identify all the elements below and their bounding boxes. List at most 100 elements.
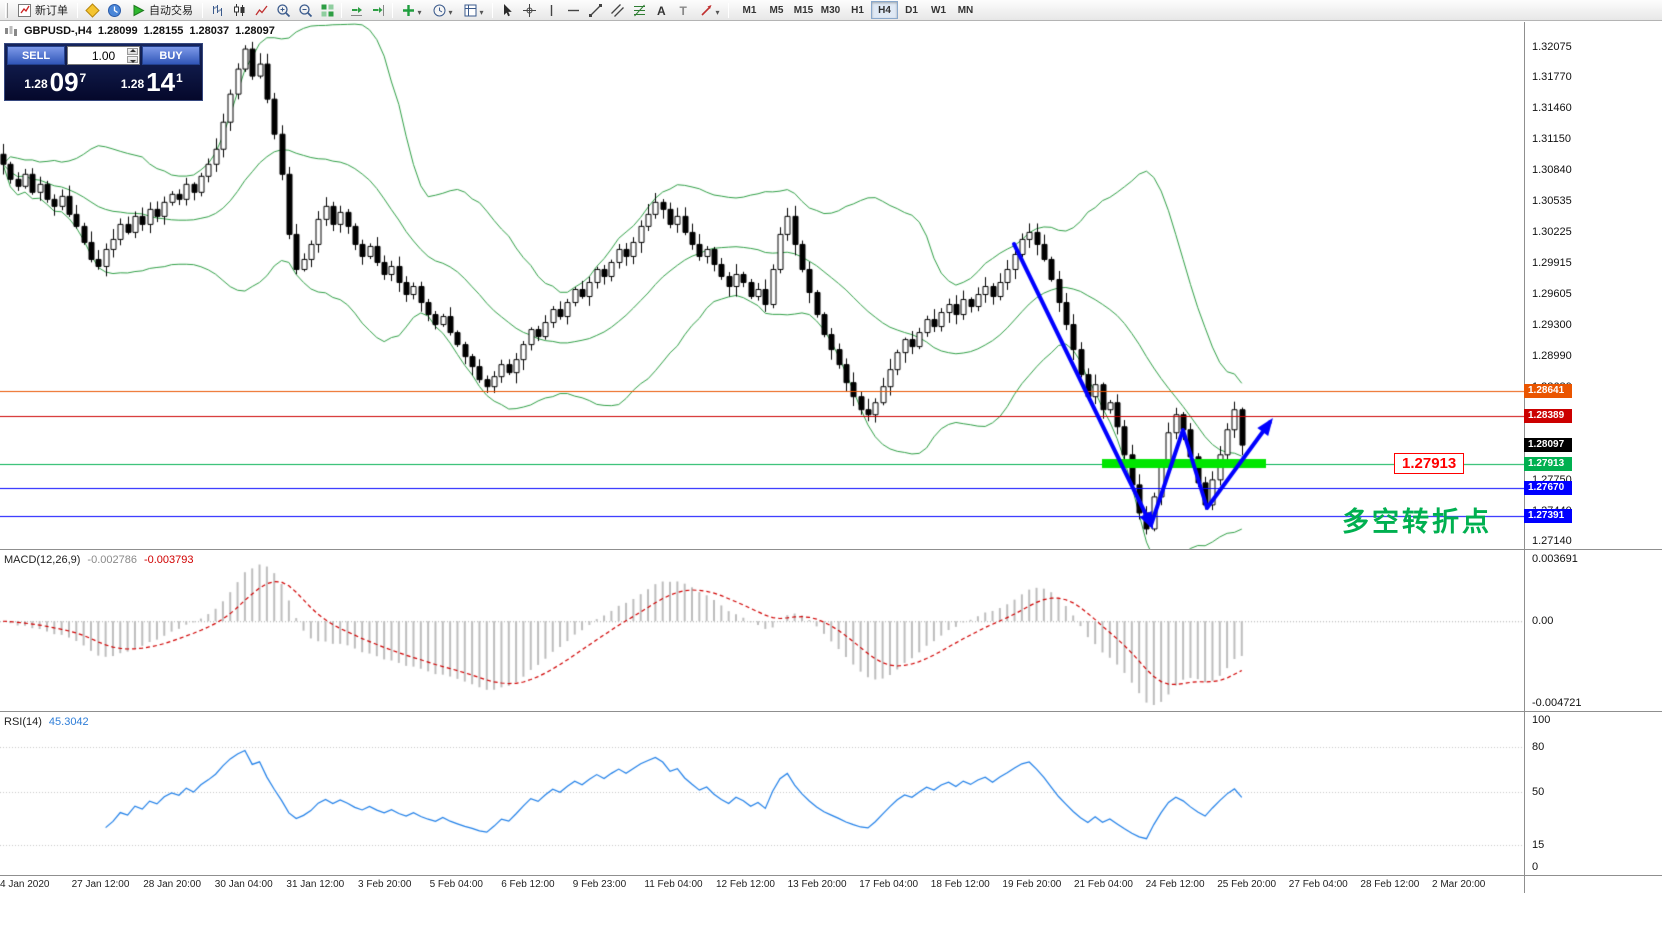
chart-window: GBPUSD-,H4 1.28099 1.28155 1.28037 1.280…: [0, 21, 1662, 944]
rsi-axis-label: 100: [1532, 714, 1551, 726]
tile-windows-icon: [321, 4, 333, 16]
panel-separator[interactable]: [0, 875, 1662, 876]
periods-button[interactable]: [427, 1, 458, 20]
arrows-button[interactable]: [694, 1, 725, 20]
toolbar-separator: [77, 2, 78, 18]
horizontal-line-icon: [567, 9, 579, 11]
macd-label: MACD(12,26,9) -0.002786 -0.003793: [4, 554, 194, 566]
line-chart-button[interactable]: [250, 1, 272, 20]
horizontal-line-button[interactable]: [562, 1, 584, 20]
label-button[interactable]: T: [672, 1, 694, 20]
svg-text:A: A: [657, 4, 666, 18]
fibonacci-button[interactable]: [628, 1, 650, 20]
volume-up-icon[interactable]: [127, 48, 138, 55]
autotrading-button[interactable]: 自动交易: [125, 1, 199, 20]
ohlc-close: 1.28097: [235, 25, 275, 37]
price-tick: 1.29300: [1532, 318, 1572, 331]
timeframe-m5[interactable]: M5: [763, 1, 790, 19]
zoom-in-button[interactable]: [272, 1, 294, 20]
rsi-axis-label: 80: [1532, 741, 1545, 753]
text-icon: A: [657, 4, 666, 18]
timeframe-m15[interactable]: M15: [790, 1, 817, 19]
crosshair-button[interactable]: [518, 1, 540, 20]
new-order-button[interactable]: 新订单: [11, 1, 74, 20]
timeframe-w1[interactable]: W1: [925, 1, 952, 19]
toolbar-grip[interactable]: [5, 2, 8, 18]
time-label: 28 Feb 12:00: [1360, 879, 1420, 890]
volume-input[interactable]: 1.00: [67, 46, 140, 65]
text-button[interactable]: A: [650, 1, 672, 20]
vertical-line-button[interactable]: [540, 1, 562, 20]
price-tag: 1.28389: [1524, 408, 1572, 423]
sell-button[interactable]: SELL: [7, 46, 65, 65]
auto-scroll-button[interactable]: [345, 1, 367, 20]
fibonacci-icon: [633, 4, 645, 16]
price-tick: 1.32075: [1532, 40, 1572, 53]
macd-name: MACD(12,26,9): [4, 554, 81, 566]
sell-price-point: 7: [79, 71, 87, 85]
toolbar-separator: [202, 2, 203, 18]
rsi-canvas[interactable]: [0, 713, 1524, 875]
templates-button[interactable]: [458, 1, 489, 20]
timeframe-h1[interactable]: H1: [844, 1, 871, 19]
panel-separator[interactable]: [0, 549, 1662, 550]
rsi-name: RSI(14): [4, 716, 42, 728]
time-axis[interactable]: 4 Jan 2020 27 Jan 12:00 28 Jan 20:00 30 Jan…: [0, 876, 1524, 893]
candlestick-chart-button[interactable]: [228, 1, 250, 20]
time-label: 13 Feb 20:00: [787, 879, 847, 890]
templates-icon: [464, 4, 477, 16]
trendline-button[interactable]: [584, 1, 606, 20]
ohlc-high: 1.28155: [143, 25, 184, 37]
channel-icon: [610, 3, 624, 17]
dropdown-caret-icon: [416, 3, 421, 18]
metaeditor-button[interactable]: [81, 1, 103, 20]
bar-chart-icon: [212, 4, 222, 16]
arrows-icon: [701, 4, 712, 16]
time-label: 31 Jan 12:00: [286, 879, 345, 890]
timeframe-d1[interactable]: D1: [898, 1, 925, 19]
bar-chart-button[interactable]: [206, 1, 228, 20]
main-chart-canvas[interactable]: [0, 22, 1524, 549]
market-watch-button[interactable]: [103, 1, 125, 20]
timeframe-mn[interactable]: MN: [952, 1, 979, 19]
macd-canvas[interactable]: [0, 551, 1524, 711]
timeframes-toolbar: M1 M5 M15 M30 H1 H4 D1 W1 MN: [736, 1, 979, 19]
new-order-icon: [18, 3, 31, 17]
time-label: 19 Feb 20:00: [1002, 879, 1062, 890]
toolbar-separator: [492, 2, 493, 18]
timeframe-m1[interactable]: M1: [736, 1, 763, 19]
price-tag: 1.27391: [1524, 508, 1572, 523]
volume-down-icon[interactable]: [127, 56, 138, 63]
timeframe-h4[interactable]: H4: [871, 1, 898, 19]
autotrade-play-icon: [133, 4, 145, 16]
metaeditor-icon: [84, 2, 100, 18]
panel-separator[interactable]: [0, 711, 1662, 712]
sell-price-base: 1.28: [24, 77, 48, 91]
price-flag-annotation[interactable]: 1.27913: [1394, 453, 1465, 474]
price-tag: 1.27913: [1524, 456, 1572, 471]
ohlc-open: 1.28099: [97, 25, 138, 37]
toolbar-separator: [392, 2, 393, 18]
pivot-annotation[interactable]: 多空转折点: [1342, 507, 1492, 537]
time-label: 18 Feb 12:00: [930, 879, 990, 890]
price-tick: 1.31770: [1532, 71, 1572, 84]
timeframe-m30[interactable]: M30: [817, 1, 844, 19]
indicators-button[interactable]: [396, 1, 427, 20]
price-tag: 1.28641: [1524, 383, 1572, 398]
line-chart-icon: [254, 5, 268, 15]
buy-price-point: 1: [176, 71, 183, 85]
tile-windows-button[interactable]: [316, 1, 338, 20]
cursor-button[interactable]: [496, 1, 518, 20]
price-tick: 1.30225: [1532, 225, 1572, 238]
candlestick-chart-icon: [233, 3, 244, 16]
crosshair-icon: [522, 3, 536, 17]
chart-shift-icon: [372, 4, 384, 16]
chart-shift-button[interactable]: [367, 1, 389, 20]
buy-button[interactable]: BUY: [142, 46, 200, 65]
one-click-trading-panel: SELL 1.00 BUY 1.28097 1.28141: [4, 43, 203, 101]
zoom-out-button[interactable]: [294, 1, 316, 20]
sell-price-pips: 09: [49, 67, 79, 97]
price-tick: 1.31150: [1532, 133, 1571, 146]
channel-button[interactable]: [606, 1, 628, 20]
price-axis[interactable]: 1.32075 1.31770 1.31460 1.31150 1.30840 1.305…: [1524, 22, 1662, 893]
